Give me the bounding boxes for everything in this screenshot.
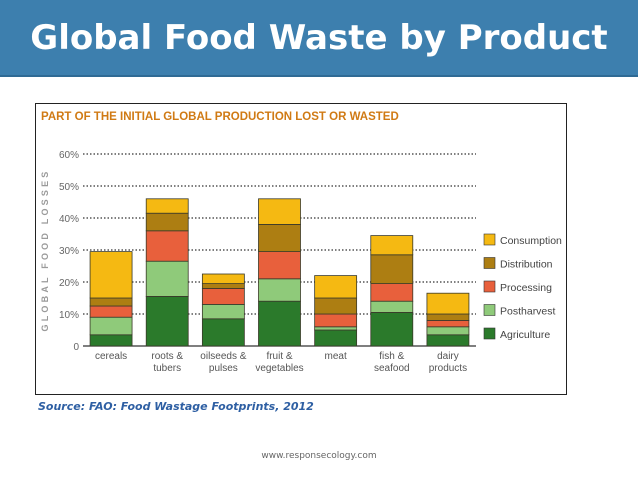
- bar-segment-agriculture-0: [89, 334, 133, 347]
- bar-segment-postharvest-3: [258, 278, 301, 302]
- y-axis-label: GLOBAL FOOD LOSSES: [40, 169, 50, 332]
- bar-segment-processing-5: [370, 283, 414, 302]
- x-tick-label: products: [429, 363, 467, 374]
- bar-segment-distribution-6: [426, 313, 470, 321]
- x-tick-label: cereals: [95, 351, 127, 362]
- bar-segment-processing-2: [201, 287, 245, 305]
- x-tick-label: fish &: [379, 351, 404, 362]
- y-tick-label: 0: [73, 342, 79, 353]
- x-tick-label: vegetables: [255, 363, 303, 374]
- chart-frame: PART OF THE INITIAL GLOBAL PRODUCTION LO…: [35, 103, 567, 395]
- slide-title: Global Food Waste by Product: [30, 18, 608, 58]
- y-tick-label: 30%: [59, 246, 79, 257]
- bar-segment-postharvest-4: [314, 326, 358, 331]
- y-tick-label: 40%: [59, 214, 79, 225]
- bar-segment-processing-6: [426, 319, 470, 328]
- source-citation: Source: FAO: Food Wastage Footprints, 20…: [38, 400, 314, 413]
- bar-segment-postharvest-5: [370, 300, 414, 313]
- bar-segment-agriculture-4: [314, 329, 358, 347]
- x-tick-label: fruit &: [266, 351, 292, 362]
- bar-segment-agriculture-6: [426, 334, 470, 347]
- x-tick-label: meat: [325, 351, 347, 362]
- legend-label-agriculture: Agriculture: [500, 329, 550, 341]
- y-tick-label: 20%: [59, 278, 79, 289]
- legend-swatch-agriculture: [483, 327, 496, 340]
- bar-segment-consumption-1: [145, 198, 189, 214]
- bar-segment-postharvest-1: [145, 260, 189, 297]
- bar-segment-consumption-0: [89, 251, 133, 299]
- y-tick-label: 60%: [59, 150, 79, 161]
- x-tick-label: tubers: [153, 363, 181, 374]
- bar-segment-agriculture-3: [258, 300, 301, 347]
- chart-title: PART OF THE INITIAL GLOBAL PRODUCTION LO…: [41, 111, 399, 123]
- y-tick-label: 50%: [59, 182, 79, 193]
- bar-segment-postharvest-6: [426, 326, 470, 336]
- x-tick-label: pulses: [209, 363, 238, 374]
- bar-segment-consumption-6: [426, 292, 470, 315]
- bar-segment-consumption-5: [370, 235, 414, 256]
- bar-segment-processing-1: [145, 230, 189, 262]
- bar-segment-processing-3: [258, 251, 301, 280]
- title-bar: Global Food Waste by Product: [0, 0, 638, 77]
- x-tick-label: seafood: [374, 363, 410, 374]
- legend-label-distribution: Distribution: [500, 259, 553, 271]
- bar-segment-agriculture-1: [145, 295, 189, 347]
- bar-segment-distribution-4: [314, 297, 358, 315]
- legend-swatch-distribution: [483, 257, 496, 269]
- bar-segment-consumption-2: [201, 273, 245, 284]
- y-tick-label: 10%: [59, 310, 79, 321]
- x-tick-label: dairy: [437, 351, 459, 362]
- bar-segment-consumption-4: [314, 275, 358, 299]
- stacked-bar-chart: PART OF THE INITIAL GLOBAL PRODUCTION LO…: [40, 111, 562, 374]
- bar-segment-distribution-2: [201, 283, 245, 289]
- bar-segment-distribution-5: [370, 254, 414, 285]
- x-tick-label: roots &: [151, 351, 183, 362]
- bar-segment-distribution-1: [145, 212, 189, 232]
- bar-segment-agriculture-5: [370, 311, 414, 347]
- legend-swatch-postharvest: [483, 304, 496, 316]
- legend-swatch-consumption: [483, 233, 496, 246]
- bar-segment-processing-4: [314, 313, 358, 328]
- bar-segment-agriculture-2: [201, 318, 245, 347]
- bar-segment-postharvest-0: [89, 316, 133, 336]
- legend-swatch-processing: [483, 280, 496, 293]
- bar-segment-processing-0: [89, 305, 133, 318]
- bar-segment-consumption-3: [258, 198, 301, 225]
- bar-segment-distribution-0: [89, 297, 133, 307]
- legend-label-processing: Processing: [500, 282, 552, 294]
- footer-url: www.responsecology.com: [261, 451, 377, 461]
- bar-segment-postharvest-2: [201, 303, 245, 320]
- legend-label-consumption: Consumption: [500, 235, 562, 247]
- legend-label-postharvest: Postharvest: [500, 306, 556, 318]
- bar-segment-distribution-3: [258, 224, 301, 253]
- x-tick-label: oilseeds &: [200, 351, 246, 362]
